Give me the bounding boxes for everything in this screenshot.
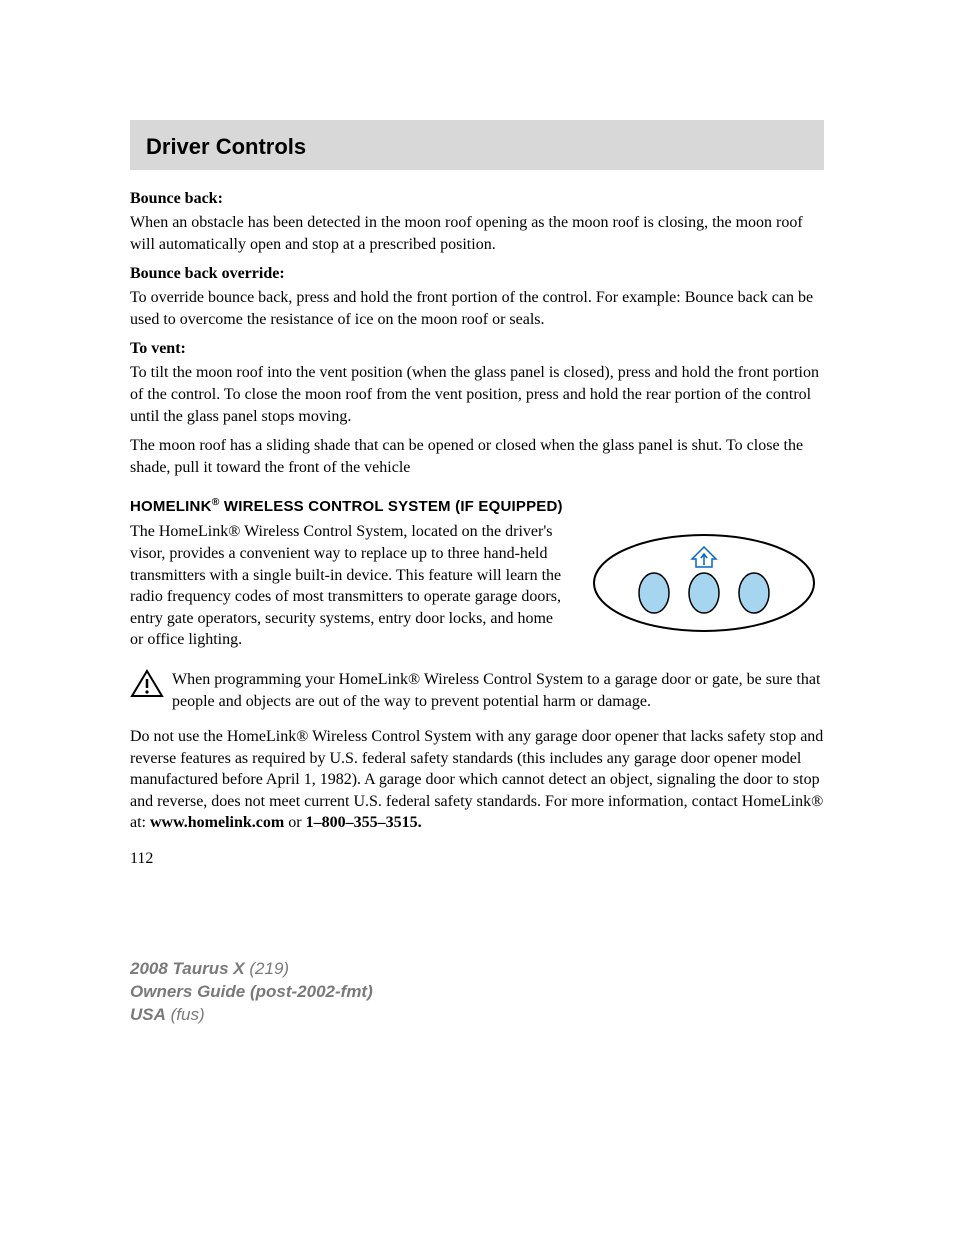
homelink-svg — [584, 521, 824, 641]
warning-icon — [130, 669, 164, 706]
warning-block: When programming your HomeLink® Wireless… — [130, 669, 824, 712]
diagram-button-3 — [739, 573, 769, 613]
diagram-button-2 — [689, 573, 719, 613]
footer-model: 2008 Taurus X — [130, 959, 245, 978]
warning-text: When programming your HomeLink® Wireless… — [172, 671, 820, 710]
heading-to-vent: To vent: — [130, 340, 824, 358]
homelink-diagram — [584, 521, 824, 646]
text-homelink-safety: Do not use the HomeLink® Wireless Contro… — [130, 726, 824, 834]
footer-line-1: 2008 Taurus X (219) — [130, 958, 824, 981]
heading-bounce-back-override: Bounce back override: — [130, 265, 824, 283]
title-post: WIRELESS CONTROL SYSTEM (IF EQUIPPED) — [220, 498, 563, 515]
text-bounce-back: When an obstacle has been detected in th… — [130, 212, 824, 255]
page-number: 112 — [130, 850, 824, 868]
heading-bounce-back: Bounce back: — [130, 190, 824, 208]
page-container: Driver Controls Bounce back: When an obs… — [0, 0, 954, 1087]
title-pre: HOMELINK — [130, 498, 212, 515]
footer: 2008 Taurus X (219) Owners Guide (post-2… — [130, 958, 824, 1027]
footer-region-rest: (fus) — [166, 1005, 205, 1024]
or-text: or — [284, 814, 305, 831]
footer-model-code: (219) — [245, 959, 289, 978]
footer-region: USA — [130, 1005, 166, 1024]
section-title-homelink: HOMELINK® WIRELESS CONTROL SYSTEM (IF EQ… — [130, 496, 824, 515]
text-to-vent-2: The moon roof has a sliding shade that c… — [130, 435, 824, 478]
registered-mark: ® — [212, 496, 220, 508]
homelink-phone: 1–800–355–3515. — [306, 814, 422, 831]
text-bounce-back-override: To override bounce back, press and hold … — [130, 287, 824, 330]
text-to-vent-1: To tilt the moon roof into the vent posi… — [130, 362, 824, 427]
diagram-button-1 — [639, 573, 669, 613]
footer-line-3: USA (fus) — [130, 1004, 824, 1027]
homelink-url: www.homelink.com — [150, 814, 284, 831]
header-band: Driver Controls — [130, 120, 824, 170]
page-title: Driver Controls — [146, 134, 808, 160]
footer-line-2: Owners Guide (post-2002-fmt) — [130, 981, 824, 1004]
